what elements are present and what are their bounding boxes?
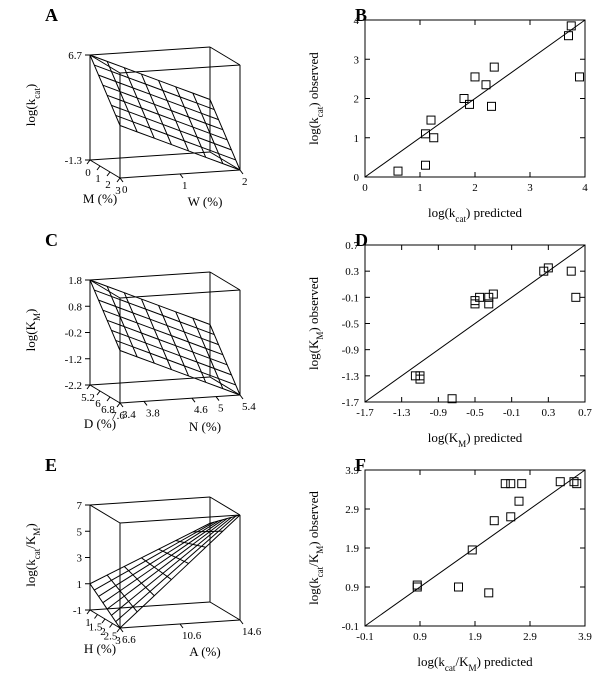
panel-f: F -0.10.91.92.93.9-0.10.91.92.93.9log(kc… [300, 450, 600, 674]
svg-text:log(kcat): log(kcat) [23, 84, 42, 126]
svg-text:H (%): H (%) [84, 641, 116, 656]
svg-text:0.9: 0.9 [413, 631, 427, 643]
panel-b: B 0123401234log(kcat) predictedlog(kcat)… [300, 0, 600, 225]
svg-text:1: 1 [182, 180, 188, 192]
svg-text:-1.3: -1.3 [393, 407, 411, 419]
panel-a-plot: -1.36.70123012log(kcat)M (%)W (%) [0, 0, 300, 225]
svg-text:log(kcat/KM): log(kcat/KM) [23, 523, 42, 587]
svg-text:2.9: 2.9 [523, 631, 537, 643]
svg-text:-0.1: -0.1 [503, 407, 520, 419]
svg-text:1: 1 [95, 173, 101, 185]
svg-text:-0.5: -0.5 [466, 407, 484, 419]
panel-d: D -1.7-1.3-0.9-0.5-0.10.30.7-1.7-1.3-0.9… [300, 225, 600, 450]
svg-text:D (%): D (%) [84, 416, 116, 431]
panel-c-plot: -2.2-1.2-0.20.81.85.266.87.63.43.84.655.… [0, 225, 300, 450]
svg-text:W (%): W (%) [188, 194, 223, 209]
svg-text:-1.7: -1.7 [342, 397, 360, 409]
svg-text:0.7: 0.7 [578, 407, 592, 419]
svg-text:log(KM) predicted: log(KM) predicted [428, 430, 523, 449]
svg-text:1: 1 [77, 579, 83, 591]
svg-text:-1.3: -1.3 [65, 155, 83, 167]
panel-a: A -1.36.70123012log(kcat)M (%)W (%) [0, 0, 300, 225]
svg-text:1: 1 [354, 133, 360, 145]
panel-e-plot: -1135711.522.536.610.614.6log(kcat/KM)H … [0, 450, 300, 674]
panel-a-label: A [45, 5, 58, 26]
svg-text:-2.2: -2.2 [65, 380, 82, 392]
svg-text:1: 1 [417, 182, 423, 194]
svg-text:6.7: 6.7 [68, 50, 82, 62]
svg-text:7: 7 [77, 500, 83, 512]
panel-c-label: C [45, 230, 58, 251]
svg-text:log(KM): log(KM) [23, 309, 42, 352]
svg-text:5.4: 5.4 [242, 401, 256, 413]
svg-text:-0.1: -0.1 [342, 292, 359, 304]
svg-text:log(KM) observed: log(KM) observed [306, 276, 325, 370]
svg-text:-1.3: -1.3 [342, 371, 360, 383]
svg-text:2: 2 [354, 94, 360, 106]
svg-text:4.6: 4.6 [194, 404, 208, 416]
svg-text:5.2: 5.2 [81, 392, 95, 404]
svg-text:0.3: 0.3 [345, 266, 359, 278]
panel-b-label: B [355, 5, 367, 26]
svg-text:6.6: 6.6 [122, 634, 136, 646]
svg-text:3: 3 [354, 54, 360, 66]
svg-text:1.8: 1.8 [68, 275, 82, 287]
svg-text:log(kcat/KM) observed: log(kcat/KM) observed [306, 491, 325, 605]
svg-text:3.8: 3.8 [146, 407, 160, 419]
panel-c: C -2.2-1.2-0.20.81.85.266.87.63.43.84.65… [0, 225, 300, 450]
svg-text:M (%): M (%) [83, 191, 117, 206]
svg-text:1.9: 1.9 [468, 631, 482, 643]
svg-text:2.9: 2.9 [345, 504, 359, 516]
svg-text:log(kcat) predicted: log(kcat) predicted [428, 205, 523, 224]
svg-text:0.3: 0.3 [541, 407, 555, 419]
svg-text:14.6: 14.6 [242, 626, 262, 638]
svg-text:4: 4 [582, 182, 588, 194]
svg-text:0.8: 0.8 [68, 301, 82, 313]
figure: A -1.36.70123012log(kcat)M (%)W (%) B 01… [0, 0, 600, 674]
svg-text:5: 5 [77, 526, 83, 538]
svg-text:-1: -1 [73, 605, 82, 617]
svg-text:-0.1: -0.1 [342, 621, 359, 633]
panel-e-label: E [45, 455, 57, 476]
svg-text:0: 0 [362, 182, 368, 194]
svg-text:5: 5 [218, 403, 224, 415]
svg-text:log(kcat) observed: log(kcat) observed [306, 52, 325, 145]
svg-text:3: 3 [77, 553, 83, 565]
svg-text:log(kcat/KM) predicted: log(kcat/KM) predicted [417, 654, 533, 673]
svg-text:-0.5: -0.5 [342, 319, 360, 331]
svg-text:1.9: 1.9 [345, 543, 359, 555]
svg-text:10.6: 10.6 [182, 630, 202, 642]
svg-text:N (%): N (%) [189, 419, 221, 434]
panel-e: E -1135711.522.536.610.614.6log(kcat/KM)… [0, 450, 300, 674]
svg-text:A (%): A (%) [189, 644, 220, 659]
svg-text:-0.9: -0.9 [430, 407, 448, 419]
svg-text:0: 0 [122, 184, 128, 196]
svg-text:0: 0 [354, 172, 360, 184]
svg-text:0.9: 0.9 [345, 582, 359, 594]
svg-text:2: 2 [242, 176, 248, 188]
svg-text:-0.2: -0.2 [65, 328, 82, 340]
svg-text:0: 0 [85, 167, 91, 179]
svg-text:3: 3 [115, 635, 121, 647]
svg-text:3.4: 3.4 [122, 409, 136, 421]
svg-text:-0.9: -0.9 [342, 345, 360, 357]
panel-d-plot: -1.7-1.3-0.9-0.5-0.10.30.7-1.7-1.3-0.9-0… [300, 225, 600, 450]
svg-text:3.9: 3.9 [578, 631, 592, 643]
panel-b-plot: 0123401234log(kcat) predictedlog(kcat) o… [300, 0, 600, 225]
svg-text:3: 3 [527, 182, 533, 194]
svg-text:-1.2: -1.2 [65, 354, 82, 366]
svg-text:2: 2 [105, 179, 111, 191]
panel-f-plot: -0.10.91.92.93.9-0.10.91.92.93.9log(kcat… [300, 450, 600, 674]
svg-text:2: 2 [472, 182, 478, 194]
panel-d-label: D [355, 230, 368, 251]
panel-f-label: F [355, 455, 366, 476]
